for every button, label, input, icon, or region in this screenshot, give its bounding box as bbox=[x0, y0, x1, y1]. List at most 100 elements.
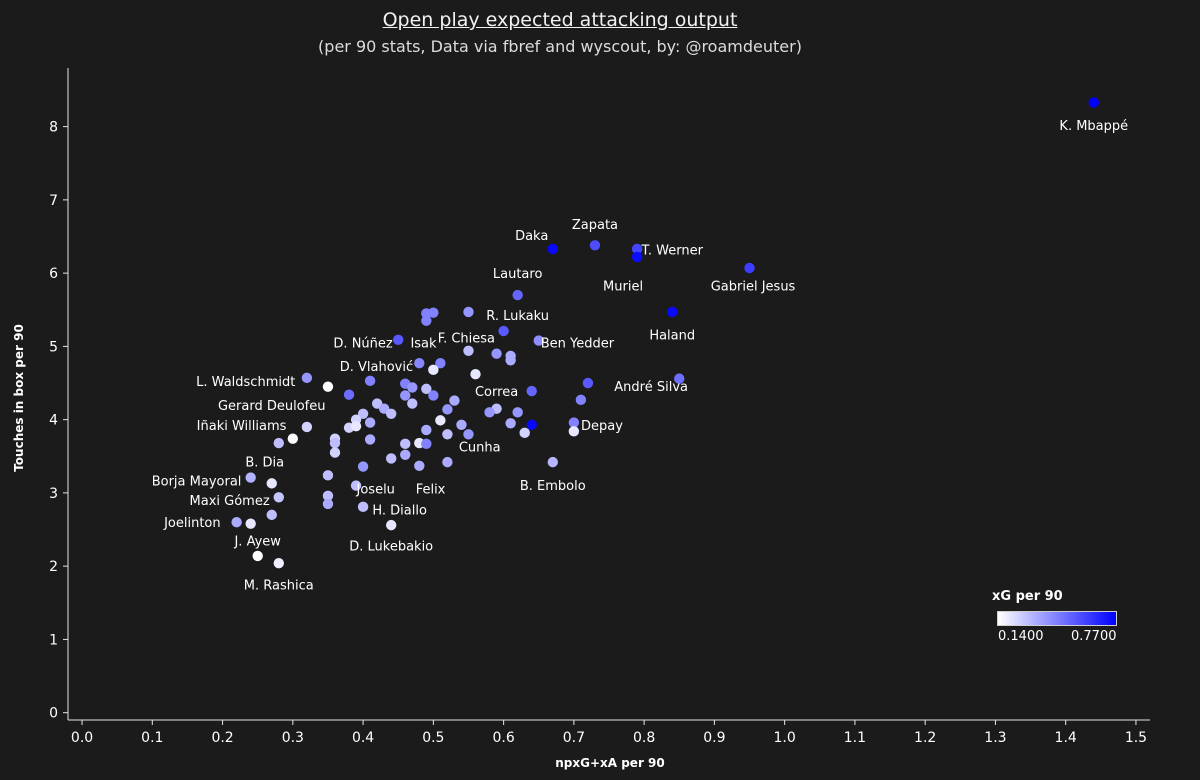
point-label: B. Embolo bbox=[520, 479, 586, 494]
data-point bbox=[512, 407, 523, 418]
data-point bbox=[505, 418, 516, 429]
y-tick-label: 1 bbox=[49, 632, 58, 648]
point-label: Maxi Gómez bbox=[190, 494, 270, 509]
data-point bbox=[631, 251, 643, 263]
x-tick-label: 1.3 bbox=[984, 730, 1006, 746]
data-point bbox=[407, 398, 418, 409]
data-point bbox=[435, 415, 446, 426]
data-point bbox=[463, 306, 474, 318]
point-label: D. Núñez bbox=[333, 337, 392, 352]
point-label: R. Lukaku bbox=[486, 309, 549, 324]
data-point bbox=[266, 509, 277, 521]
x-tick-label: 0.1 bbox=[141, 730, 163, 746]
color-legend-title: xG per 90 bbox=[992, 589, 1063, 604]
x-tick-label: 1.0 bbox=[774, 730, 796, 746]
point-label: Gabriel Jesus bbox=[711, 280, 796, 295]
data-point bbox=[1088, 97, 1099, 108]
point-label: Joelinton bbox=[163, 516, 221, 531]
data-point bbox=[582, 377, 594, 389]
y-tick-label: 2 bbox=[49, 559, 58, 575]
data-point bbox=[414, 460, 425, 471]
data-point bbox=[526, 385, 537, 397]
data-point bbox=[484, 407, 495, 418]
points-layer bbox=[231, 97, 1099, 569]
data-point bbox=[400, 449, 411, 461]
data-point bbox=[357, 408, 369, 419]
data-point bbox=[266, 478, 277, 489]
data-point bbox=[498, 325, 509, 337]
point-label: Muriel bbox=[603, 280, 643, 295]
axes: 0.0 0.1 0.2 0.3 0.4 0.5 0.6 0.7 0.8 0.9 1.0 1.1 1.2 1… bbox=[49, 68, 1150, 746]
point-label: K. Mbappé bbox=[1059, 119, 1128, 134]
data-point bbox=[252, 550, 263, 562]
data-point bbox=[329, 447, 341, 458]
data-point bbox=[322, 381, 334, 392]
data-point bbox=[301, 372, 313, 384]
x-tick-label: 0.0 bbox=[71, 730, 93, 746]
point-label: Felix bbox=[416, 483, 446, 498]
data-point bbox=[350, 480, 362, 491]
labels-layer: K. Mbappé Daka Zapata T. Werner Muriel Gabrie… bbox=[152, 119, 1128, 593]
point-label: Haland bbox=[649, 329, 695, 344]
data-point bbox=[421, 424, 432, 436]
data-point bbox=[547, 456, 558, 468]
x-tick-label: 1.1 bbox=[844, 730, 866, 746]
point-label: J. Ayew bbox=[233, 535, 281, 550]
color-legend-gradient bbox=[997, 611, 1117, 626]
data-point bbox=[744, 262, 755, 274]
data-point bbox=[547, 243, 558, 255]
y-axis-label: Touches in box per 90 bbox=[12, 324, 26, 472]
data-point bbox=[357, 461, 369, 472]
data-point bbox=[322, 498, 334, 510]
data-point bbox=[456, 419, 467, 430]
point-label: Daka bbox=[515, 229, 548, 244]
data-point bbox=[463, 429, 474, 440]
data-point bbox=[400, 390, 411, 401]
data-point bbox=[400, 438, 411, 450]
data-point bbox=[287, 433, 299, 444]
data-point bbox=[385, 519, 397, 531]
point-label: D. Vlahović bbox=[340, 360, 413, 375]
data-point bbox=[428, 364, 439, 376]
data-point bbox=[407, 382, 418, 393]
point-label: Isak bbox=[410, 337, 437, 352]
point-label: F. Chiesa bbox=[438, 332, 495, 347]
color-legend-min: 0.1400 bbox=[998, 629, 1044, 644]
x-tick-label: 0.5 bbox=[422, 730, 444, 746]
data-point bbox=[470, 369, 481, 380]
y-tick-label: 5 bbox=[49, 339, 58, 355]
data-point bbox=[512, 289, 523, 301]
data-point bbox=[442, 429, 453, 440]
data-point bbox=[364, 375, 376, 387]
x-tick-label: 1.2 bbox=[914, 730, 936, 746]
data-point bbox=[273, 492, 284, 503]
x-tick-label: 0.2 bbox=[211, 730, 233, 746]
data-point bbox=[428, 390, 439, 401]
data-point bbox=[575, 394, 587, 406]
point-label: B. Dia bbox=[245, 455, 284, 470]
y-tick-label: 8 bbox=[49, 120, 58, 136]
data-point bbox=[442, 404, 453, 415]
data-point bbox=[589, 240, 601, 251]
point-label: André Silva bbox=[614, 380, 688, 395]
data-point bbox=[393, 334, 404, 345]
data-point bbox=[414, 358, 425, 369]
data-point bbox=[421, 315, 432, 326]
data-point bbox=[568, 417, 580, 428]
x-tick-label: 0.3 bbox=[282, 730, 304, 746]
point-label: Correa bbox=[475, 385, 518, 400]
data-point bbox=[343, 389, 355, 400]
x-tick-label: 1.5 bbox=[1125, 730, 1147, 746]
x-tick-label: 0.6 bbox=[492, 730, 514, 746]
data-point bbox=[449, 395, 460, 406]
y-tick-label: 6 bbox=[49, 266, 58, 282]
data-point bbox=[491, 348, 502, 359]
data-point bbox=[519, 427, 530, 439]
data-point bbox=[322, 470, 334, 481]
data-point bbox=[273, 437, 284, 449]
data-point bbox=[385, 453, 397, 464]
point-label: Joselu bbox=[356, 483, 395, 498]
data-point bbox=[674, 373, 685, 384]
y-tick-label: 0 bbox=[49, 706, 58, 722]
